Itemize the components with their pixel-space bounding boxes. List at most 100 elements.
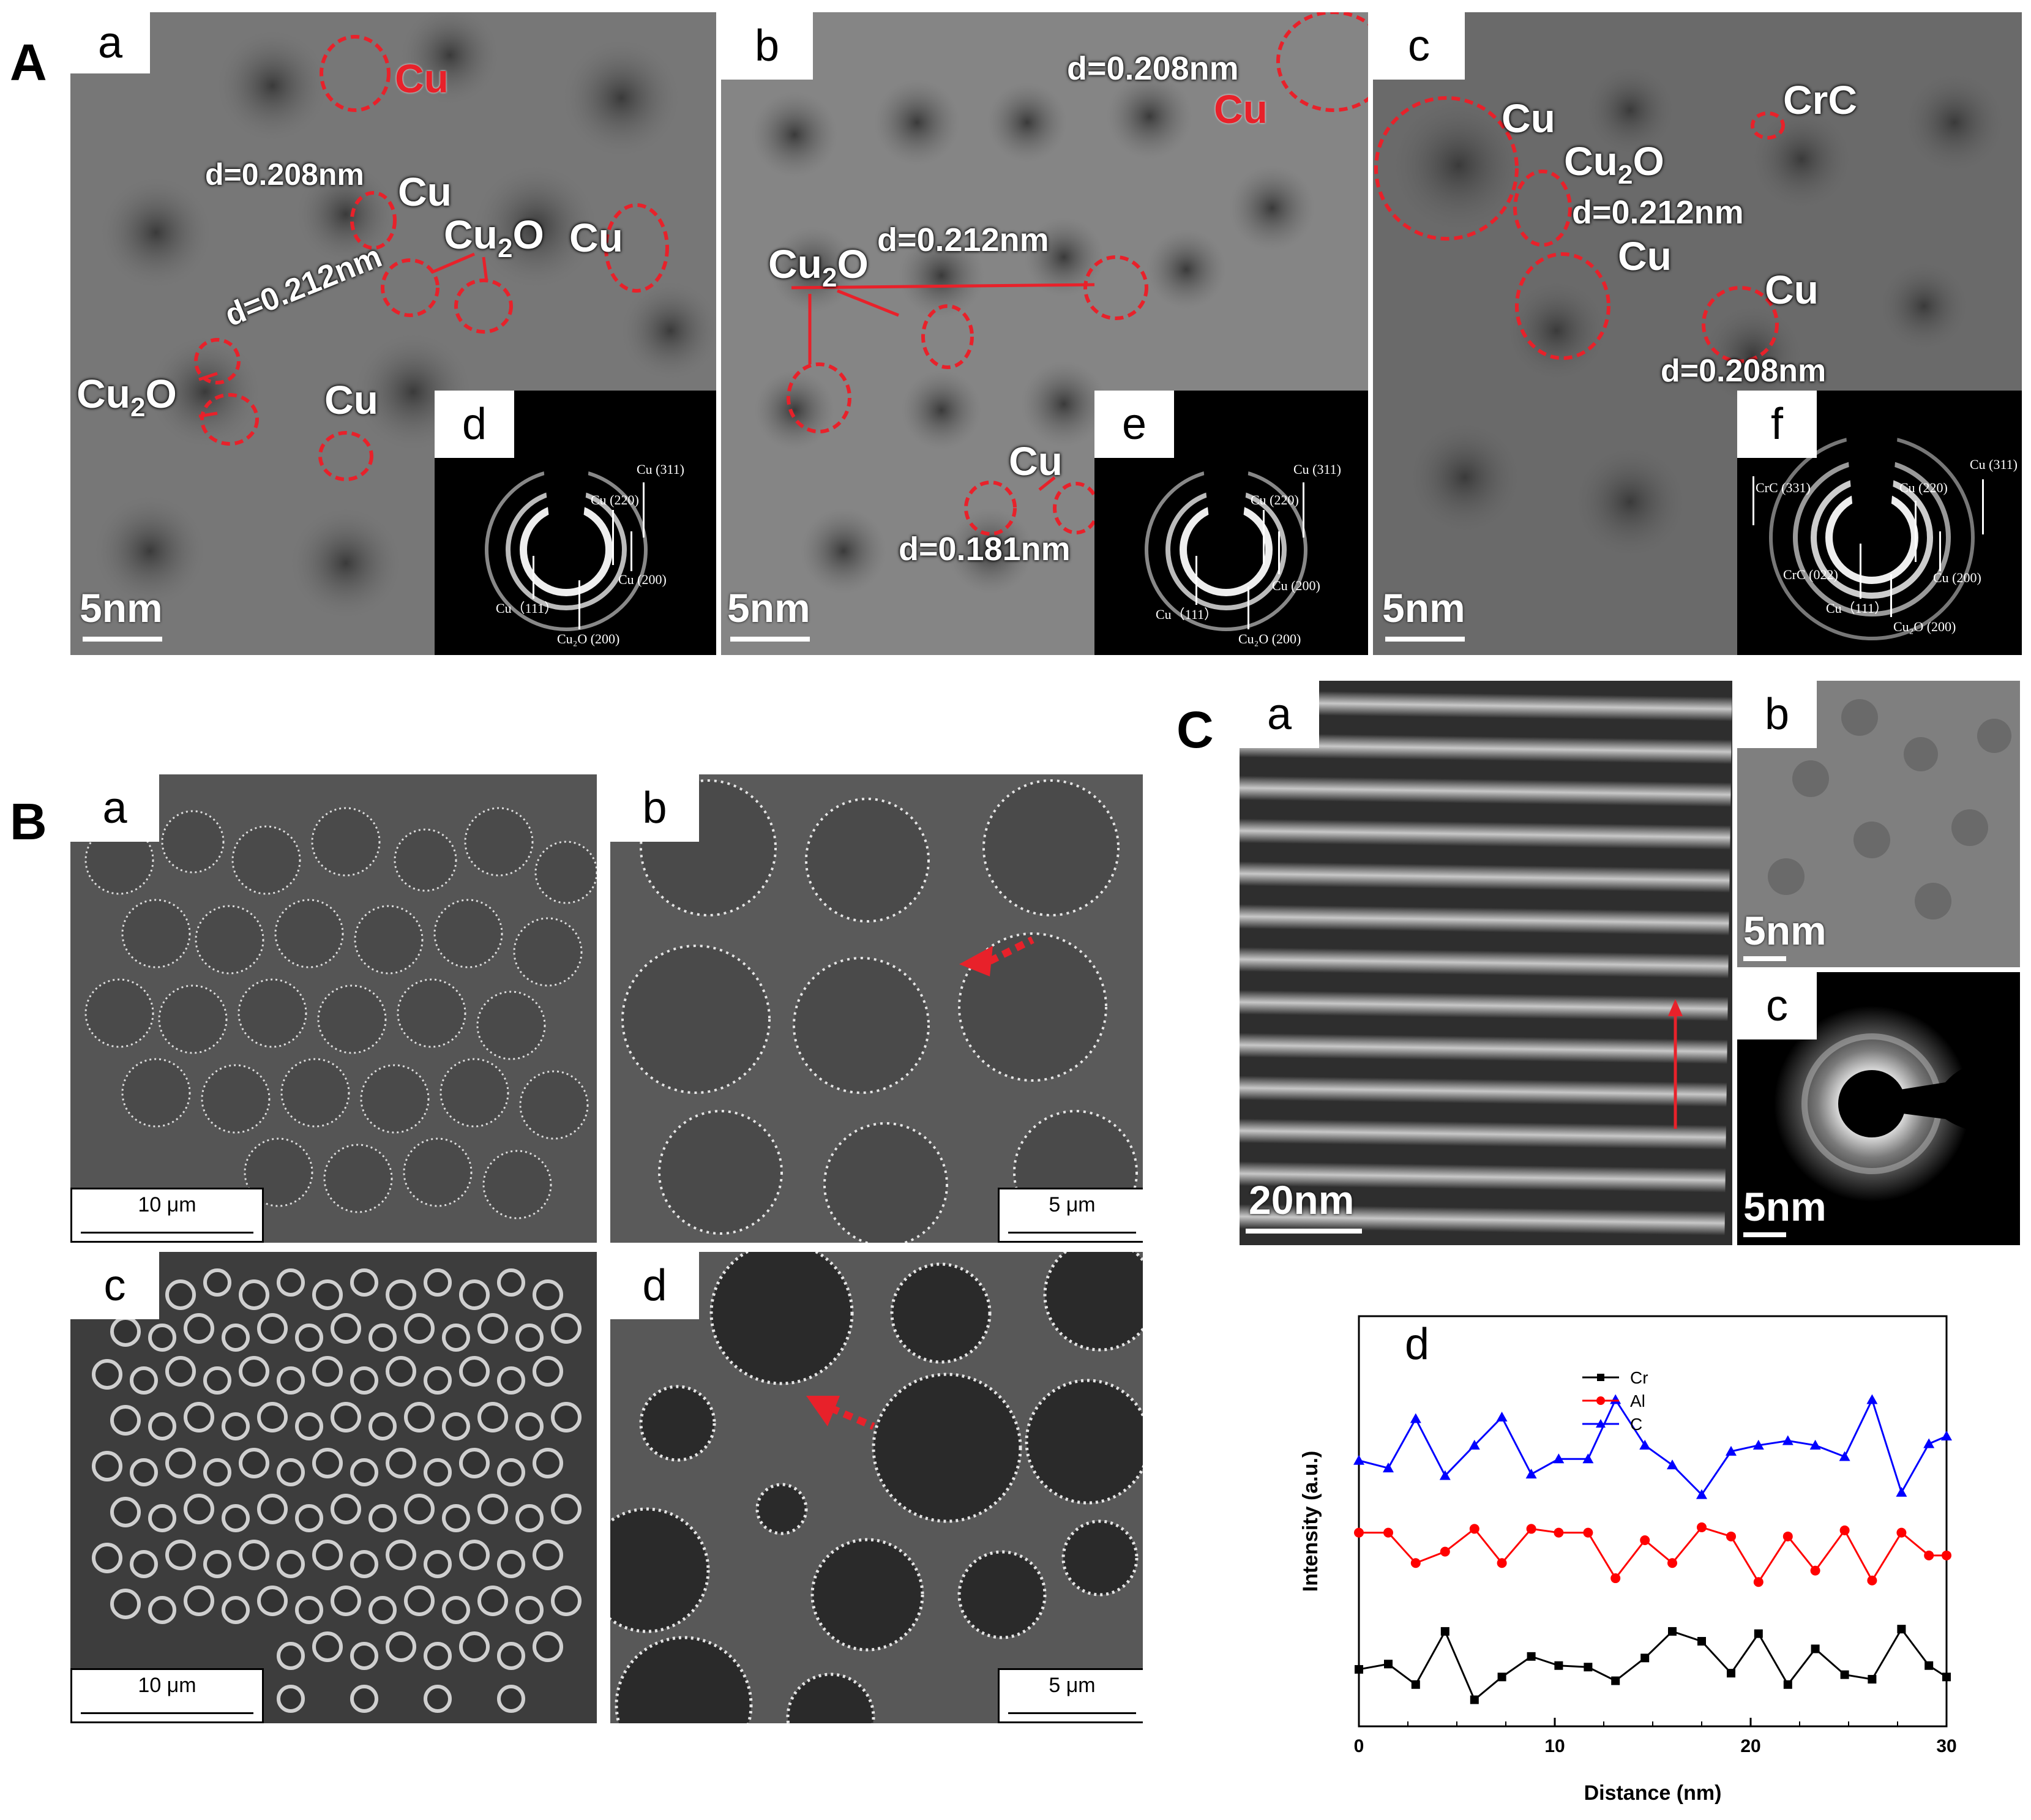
data-point-c [1639,1439,1651,1450]
data-point-al [1810,1565,1820,1576]
data-point-al [1554,1527,1564,1538]
data-point-cr [1527,1652,1536,1661]
data-point-c [1353,1455,1364,1465]
section-a-letter: A [10,34,47,91]
saed-line [578,580,580,629]
data-point-al [1726,1531,1736,1541]
scale-label: 20nm [1249,1177,1355,1223]
saed-line [1939,531,1941,571]
saed-ring-label: Cu (200) [1272,578,1320,593]
scale-label: 5nm [1743,1184,1827,1229]
scale-bar: 10 μm [70,1188,264,1243]
data-point-c [1525,1469,1537,1479]
saed-pattern [1774,1006,2014,1202]
data-point-c [1439,1470,1451,1480]
sem-panel-a: a 10 μm [70,774,597,1243]
chart-svg: d Distance (nm) Intensity (a.u.) 0 10 20 30… [1299,1315,1957,1805]
series-line-c [1358,1397,1947,1496]
data-point-c [1896,1486,1907,1497]
data-point-al [1942,1550,1951,1560]
scale-label: 5nm [80,585,163,631]
tem-panel-b: b d=0.208nm Cu Cu2O d=0.212nm Cu d=0.181… [721,12,1368,655]
sem-image-d [610,1252,1143,1723]
legend-marker [1596,1396,1605,1405]
legend-label: Cr [1630,1368,1648,1387]
data-point-c [1696,1489,1707,1499]
annotation: d=0.181nm [899,531,1071,567]
scale-label: 5 μm [1049,1674,1096,1697]
data-point-cr [1640,1653,1650,1663]
annotation: Cu [1009,438,1063,484]
saed-ring-label: Cu (311) [1970,457,2018,472]
cu2o-label: Cu2O [444,212,544,264]
saed-ring-label: Cu (200) [618,572,667,587]
data-point-c [1496,1412,1508,1422]
data-point-c [1582,1453,1594,1464]
legend-label: C [1630,1415,1642,1434]
data-point-c [1410,1413,1421,1423]
tem-panel-layered: a 20nm [1240,681,1732,1245]
saed-inset-e: e Cu (311) Cu (220) Cu (200) Cu（111） Cu₂… [1094,391,1368,655]
data-point-cr [1411,1680,1420,1689]
scale-bar: 5 μm [998,1188,1143,1243]
panel-label: a [70,12,150,73]
cu2o-label: Cu2O [1564,138,1664,190]
panel-label: a [1240,681,1319,748]
scale-bar [1743,956,1786,961]
annotation: d=0.208nm [1661,353,1827,389]
data-point-cr [1942,1672,1951,1682]
tem-image-c [1373,12,2022,655]
data-point-cr [1554,1661,1563,1670]
tem-image-b [721,12,1368,655]
saed-line [1303,482,1304,537]
scale-bar: 5 μm [998,1668,1143,1723]
x-tick-label: 30 [1936,1736,1956,1756]
saed-ring-label: Cu（111） [1156,607,1218,622]
cu2o-label: Cu2O [768,241,869,293]
annotation: d=0.212nm [1572,194,1744,231]
annotation: CrC [1783,77,1858,122]
panel-label: b [721,12,813,80]
annotation: Cu [395,56,449,101]
data-point-c [1941,1431,1952,1441]
legend-label: Al [1630,1391,1645,1410]
legend-marker [1596,1419,1606,1428]
tem-panel-amorphous: b 5nm [1737,681,2020,967]
data-point-c [1782,1435,1793,1445]
saed-line [1982,479,1984,534]
saed-line [1195,556,1197,605]
data-point-al [1497,1558,1507,1568]
saed-ring-label: CrC (022) [1783,567,1838,582]
panel-label: c [70,1252,159,1319]
section-c-letter: C [1176,701,1214,758]
scale-bar [1246,1229,1362,1234]
panel-label: b [1737,681,1817,748]
line-profile-chart: d Distance (nm) Intensity (a.u.) 0 10 20 30… [1279,1292,2020,1812]
data-point-al [1839,1525,1850,1535]
saed-line [630,531,632,571]
y-axis-label: Intensity (a.u.) [1299,1451,1322,1592]
data-point-cr [1355,1665,1363,1674]
annotation: Cu [1214,86,1268,132]
data-point-c [1383,1462,1394,1473]
inset-label: f [1737,391,1817,458]
data-point-al [1924,1550,1934,1560]
series-line-al [1359,1526,1947,1584]
saed-line [1247,586,1249,629]
annotation: Cu [1765,267,1819,312]
scale-label: 5nm [727,585,810,631]
saed-ring-label: Cu (200) [1933,570,1981,585]
data-point-al [1867,1575,1877,1586]
scale-bar [1385,637,1465,642]
scale-label: 5nm [1743,908,1827,953]
data-point-cr [1697,1637,1706,1646]
data-point-al [1667,1558,1677,1568]
plot-frame [1358,1315,1948,1728]
saed-ring-label: Cu₂O (200) [1893,619,1956,634]
data-point-cr [1470,1695,1479,1704]
scale-bar [730,637,810,642]
sem-panel-d: d 5 μm [610,1252,1143,1723]
data-point-al [1410,1558,1421,1568]
scale-line [81,1232,253,1234]
data-point-al [1697,1522,1707,1532]
